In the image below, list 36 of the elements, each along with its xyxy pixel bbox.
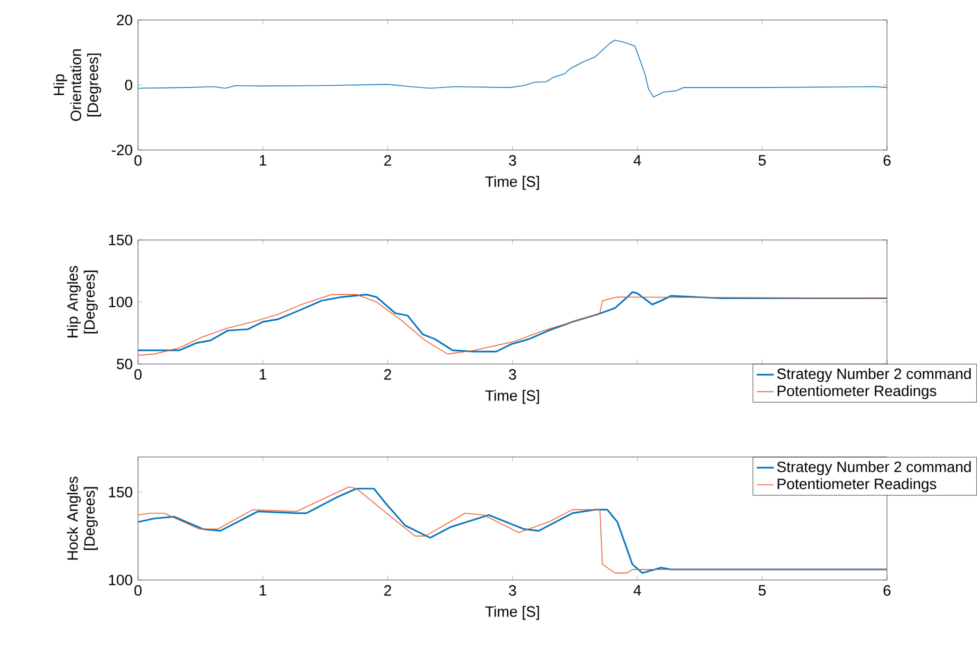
x-tick-label: 6 — [884, 585, 891, 596]
y-tick-label: 50 — [116, 358, 132, 370]
x-tick-label: 3 — [508, 585, 516, 596]
legend-label: Strategy Number 2 command — [777, 461, 971, 476]
x-axis-title: Time [S] — [485, 176, 539, 190]
x-tick-label: 0 — [134, 155, 142, 166]
x-tick-label: 0 — [134, 585, 142, 596]
x-tick-label: 1 — [260, 585, 266, 596]
y-tick-label: 100 — [109, 296, 132, 308]
x-tick-label: 3 — [508, 369, 516, 380]
legend-label: Potentiometer Readings — [778, 478, 936, 492]
x-tick-label: 2 — [384, 155, 392, 166]
x-tick-label: 6 — [884, 155, 891, 166]
legend-label: Strategy Number 2 command — [777, 368, 971, 382]
y-axis-title: Hip Orientation [Degrees] — [53, 49, 102, 121]
x-axis-title: Time [S] — [485, 390, 539, 404]
x-tick-label: 2 — [384, 585, 392, 596]
x-tick-label: 4 — [634, 155, 642, 166]
x-tick-label: 1 — [260, 155, 266, 166]
x-tick-label: 4 — [634, 585, 642, 596]
y-tick-label: 0 — [125, 80, 132, 90]
x-axis-title: Time [S] — [485, 606, 539, 620]
y-tick-label: 20 — [116, 14, 132, 26]
x-tick-label: 5 — [758, 155, 766, 166]
x-tick-label: 5 — [758, 585, 766, 596]
x-tick-label: 2 — [384, 369, 392, 380]
y-tick-label: 100 — [109, 574, 132, 586]
x-tick-label: 0 — [134, 369, 142, 380]
x-tick-label: 3 — [508, 155, 516, 166]
legend-label: Potentiometer Readings — [778, 385, 936, 400]
y-tick-label: 150 — [109, 486, 132, 498]
y-tick-label: -20 — [112, 144, 132, 156]
x-tick-label: 1 — [260, 369, 266, 380]
y-axis-title: Hip Angles [Degrees] — [66, 266, 98, 338]
y-tick-label: 150 — [109, 234, 132, 246]
y-axis-title: Hock Angles [Degrees] — [66, 476, 98, 560]
